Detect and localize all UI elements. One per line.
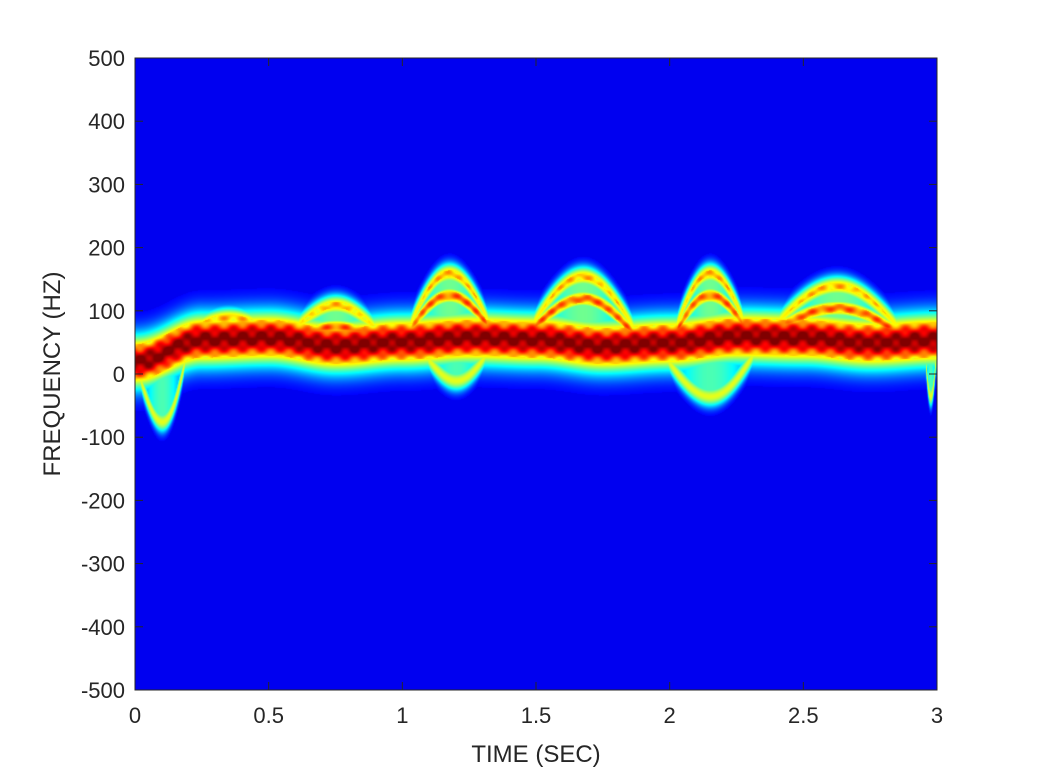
x-tick-label: 3 [931, 703, 943, 728]
y-tick-label: -300 [81, 552, 125, 577]
y-tick-label: 300 [88, 172, 125, 197]
y-tick-label: -400 [81, 615, 125, 640]
y-tick-label: 0 [113, 362, 125, 387]
x-tick-label: 2 [664, 703, 676, 728]
y-axis-label: FREQUENCY (HZ) [39, 272, 66, 477]
y-tick-label: 500 [88, 46, 125, 71]
x-tick-label: 1 [396, 703, 408, 728]
y-tick-label: 100 [88, 299, 125, 324]
y-tick-label: -200 [81, 488, 125, 513]
x-tick-label: 0.5 [253, 703, 284, 728]
x-tick-label: 2.5 [788, 703, 819, 728]
y-tick-label: -100 [81, 425, 125, 450]
x-axis-label: TIME (SEC) [471, 741, 600, 768]
y-tick-label: -500 [81, 678, 125, 703]
y-tick-label: 200 [88, 236, 125, 261]
x-tick-label: 0 [129, 703, 141, 728]
spectrogram-heatmap [135, 58, 937, 690]
plot-frame [134, 57, 938, 691]
y-tick-label: 400 [88, 109, 125, 134]
x-tick-label: 1.5 [521, 703, 552, 728]
